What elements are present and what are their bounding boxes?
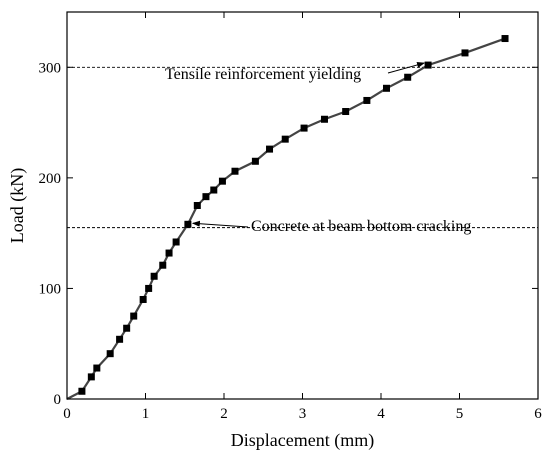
data-point-marker (116, 335, 124, 343)
data-point-marker (342, 108, 350, 116)
data-point-marker (172, 238, 180, 246)
annotation-cracking-arrow (191, 220, 249, 228)
data-point-marker (159, 261, 167, 269)
annotations: Tensile reinforcement yielding Concrete a… (165, 62, 471, 235)
y-tick-label: 0 (54, 392, 62, 408)
annotation-cracking-label: Concrete at beam bottom cracking (251, 218, 471, 235)
data-point-marker (320, 115, 328, 123)
data-point-marker (193, 202, 201, 209)
data-point-marker (184, 220, 192, 228)
annotation-yielding-label: Tensile reinforcement yielding (165, 66, 361, 83)
data-point-marker (87, 373, 95, 381)
y-tick-label: 200 (39, 171, 62, 187)
reference-lines (67, 66, 538, 229)
x-tick-label: 5 (456, 406, 464, 422)
x-tick-label: 0 (63, 406, 71, 422)
data-point-marker (93, 364, 101, 372)
y-tick-label: 300 (39, 60, 62, 76)
data-point-marker (165, 249, 173, 257)
x-tick-label: 2 (220, 406, 228, 422)
data-point-marker (266, 145, 274, 153)
ticks: 0 1 2 3 4 5 6 0 100 200 300 (39, 12, 542, 422)
data-point-marker (281, 135, 289, 143)
data-point-marker (106, 350, 114, 358)
x-tick-label: 1 (142, 406, 150, 422)
series-layer (66, 35, 509, 400)
data-point-marker (251, 157, 259, 165)
data-point-marker (218, 177, 226, 185)
data-point-marker (130, 312, 138, 320)
data-point-marker (501, 35, 509, 43)
x-tick-label: 6 (534, 406, 542, 422)
y-axis-title: Load (kN) (7, 168, 28, 243)
data-point-marker (424, 61, 432, 69)
x-axis-title: Displacement (mm) (231, 430, 374, 451)
data-point-marker (300, 124, 308, 132)
data-point-marker (382, 84, 390, 92)
data-point-marker (139, 295, 147, 303)
data-point-marker (145, 284, 153, 292)
data-point-marker (210, 186, 218, 194)
data-point-marker (78, 387, 86, 395)
data-point-marker (231, 167, 239, 175)
data-point-marker (202, 193, 210, 201)
data-point-marker (363, 96, 371, 104)
data-point-marker (150, 272, 158, 280)
data-point-marker (123, 324, 131, 332)
data-point-marker (461, 49, 469, 57)
x-tick-label: 3 (299, 406, 307, 422)
y-tick-label: 100 (39, 281, 62, 297)
annotation-yielding-arrow (387, 62, 426, 74)
data-point-marker (404, 73, 412, 81)
x-tick-label: 4 (377, 406, 385, 422)
